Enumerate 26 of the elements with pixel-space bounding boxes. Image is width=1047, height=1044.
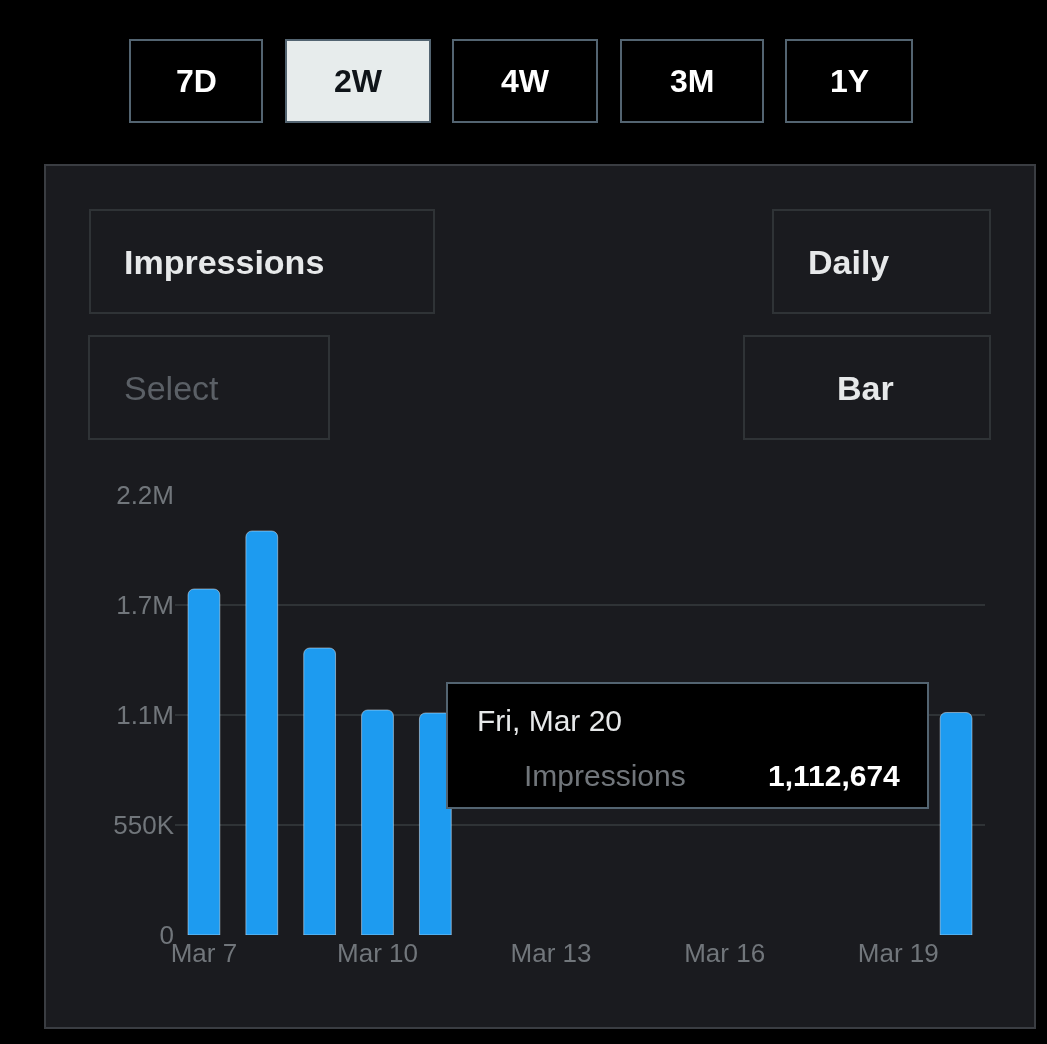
y-tick-label: 1.1M [116, 700, 174, 731]
bar [419, 712, 452, 935]
annotation: Fri, Mar 20 [477, 704, 623, 737]
annotation: Impressions [524, 759, 686, 792]
bar [361, 709, 394, 935]
text: Select [124, 369, 220, 407]
x-tick-label: Mar 10 [337, 938, 418, 968]
text: Bar [837, 369, 894, 407]
text: 1Y [830, 63, 870, 99]
bar [303, 647, 336, 935]
y-tick-label: 2.2M [116, 480, 174, 511]
annotation: 1,112,674 [768, 759, 901, 792]
bar [245, 530, 278, 935]
x-tick-label: Mar 16 [684, 938, 766, 968]
text: 2W [334, 63, 383, 99]
text: Daily [808, 243, 890, 281]
text: 4W [501, 63, 550, 99]
y-tick-label: 550K [113, 810, 175, 841]
text: Impressions [124, 243, 325, 281]
bar [187, 588, 221, 935]
bar [939, 712, 973, 935]
y-tick-label: 1.7M [116, 590, 174, 621]
text: 3M [670, 63, 715, 99]
x-tick-label: Mar 13 [510, 938, 592, 968]
x-tick-label: Mar 19 [857, 938, 939, 968]
text: 7D [176, 63, 217, 99]
